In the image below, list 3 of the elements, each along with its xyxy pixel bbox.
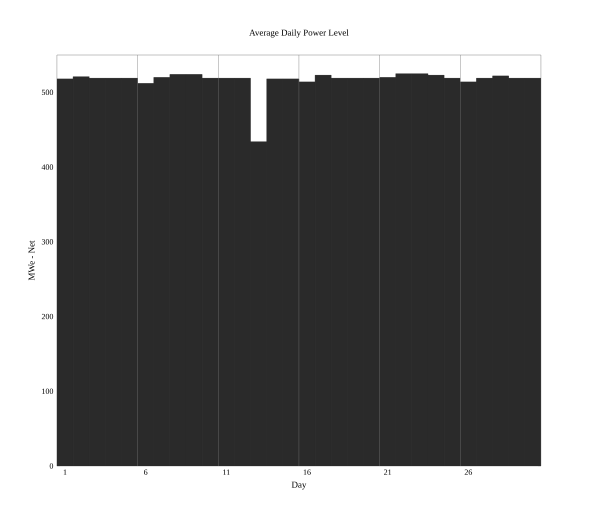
x-axis-title: Day [292,482,306,490]
y-axis-title: MWe - Net [28,240,35,280]
chart-title: Average Daily Power Level [249,29,349,38]
